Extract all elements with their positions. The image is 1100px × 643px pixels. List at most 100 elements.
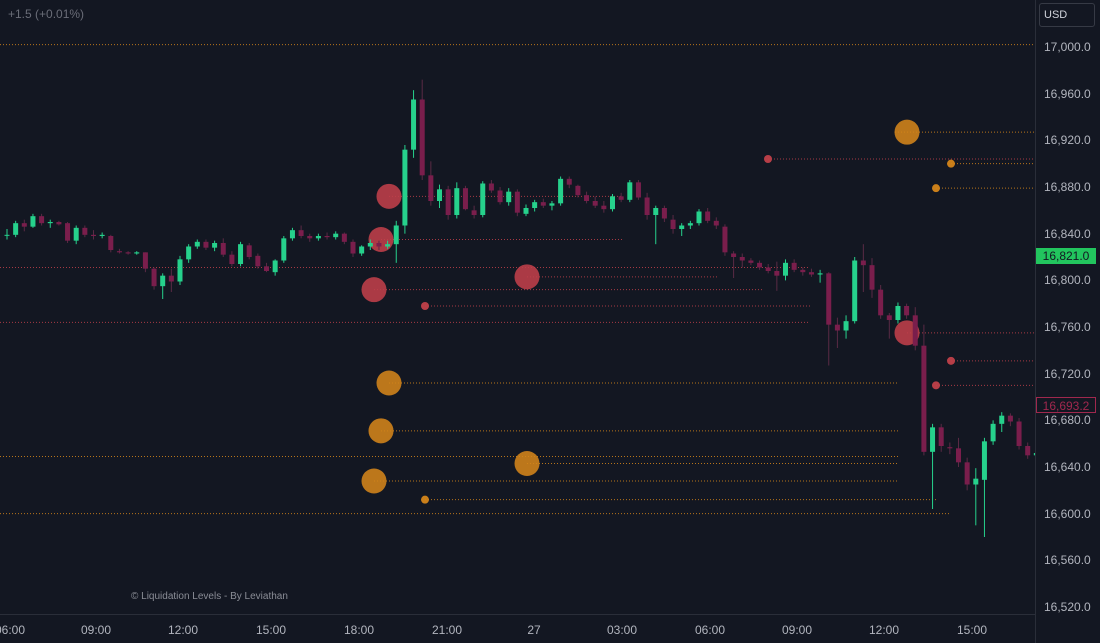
price-change-legend: +1.5 (+0.01%)	[8, 7, 85, 21]
candle-body	[886, 315, 892, 320]
currency-button[interactable]: USD	[1039, 3, 1095, 27]
candle-body	[307, 236, 313, 239]
time-tick-label: 06:00	[0, 623, 26, 637]
liquidation-bubble	[361, 468, 387, 494]
chart-area[interactable]: +1.5 (+0.01%) © Liquidation Levels - By …	[0, 0, 1035, 614]
candle-body	[437, 189, 442, 201]
candle-body	[791, 262, 797, 270]
price-tick-label: 16,760.0	[1044, 320, 1091, 335]
candle-body	[713, 220, 719, 226]
time-scale[interactable]: 06:00 09:00 12:00 15:00 18:00 21:00 27 03:00 06:…	[0, 614, 1035, 643]
price-tick-label: 16,680.0	[1044, 413, 1091, 428]
price-tick-label: 16,640.0	[1044, 460, 1091, 475]
candle-body	[540, 202, 546, 206]
candle-body	[852, 260, 858, 322]
liquidation-bubble	[368, 418, 394, 444]
candle-body	[99, 234, 105, 236]
candle-body	[990, 423, 996, 442]
candle-body	[627, 182, 633, 200]
candle-body	[584, 195, 590, 201]
candle-body	[47, 222, 53, 224]
candle-body	[800, 269, 806, 273]
candlestick-chart[interactable]	[0, 0, 1035, 614]
candle-body	[264, 266, 269, 271]
candle-body	[462, 188, 468, 210]
candle-body	[229, 254, 235, 264]
price-tick-label: 16,560.0	[1044, 553, 1091, 568]
candle-body	[506, 191, 512, 203]
liquidation-bubble	[764, 155, 772, 163]
liquidation-bubble	[361, 277, 387, 303]
candle-body	[341, 233, 347, 242]
candle-body	[497, 190, 503, 203]
candle-body	[817, 273, 823, 275]
candle-body	[39, 216, 45, 224]
candle-body	[428, 175, 434, 201]
liquidation-bubble	[421, 495, 429, 504]
candle-body	[220, 243, 226, 255]
candle-body	[73, 227, 79, 241]
current-price-badge: 16,821.0	[1036, 247, 1096, 264]
candle-body	[488, 183, 494, 191]
price-scale[interactable]: 17,000.0 16,960.0 16,920.0 16,880.0 16,840.0…	[1035, 0, 1100, 643]
time-tick-label: 18:00	[343, 623, 375, 637]
candle-body	[445, 189, 451, 215]
candle-body	[65, 223, 71, 241]
candle-body	[514, 191, 520, 213]
candle-body	[618, 196, 624, 200]
candle-body	[705, 211, 711, 221]
candle-body	[679, 225, 685, 229]
liquidation-bubble	[376, 183, 402, 209]
candle-body	[333, 233, 339, 238]
candle-body	[186, 246, 192, 260]
liquidation-bubble	[514, 264, 540, 290]
candle-body	[385, 244, 391, 247]
candle-body	[168, 275, 174, 282]
candle-body	[402, 149, 408, 226]
candle-body	[411, 99, 417, 150]
price-tick-label: 16,720.0	[1044, 366, 1091, 381]
candle-body	[895, 306, 901, 320]
indicator-watermark: © Liquidation Levels - By Leviathan	[131, 591, 288, 602]
candle-body	[843, 321, 849, 331]
candle-body	[549, 203, 555, 206]
candle-body	[289, 230, 295, 239]
candle-body	[30, 216, 36, 227]
candle-body	[419, 99, 425, 176]
price-tick-label: 16,600.0	[1044, 506, 1091, 521]
liquidation-bubble	[368, 227, 394, 252]
candle-body	[367, 243, 373, 247]
candle-body	[601, 205, 607, 210]
time-tick-label: 21:00	[431, 623, 463, 637]
candle-body	[731, 253, 737, 257]
liquidation-bubble	[894, 119, 920, 145]
candle-body	[272, 260, 278, 273]
candle-body	[566, 178, 572, 185]
candle-body	[774, 271, 780, 276]
candle-body	[359, 246, 365, 254]
candle-body	[350, 241, 356, 254]
candle-body	[592, 201, 598, 206]
liquidation-bubble	[376, 370, 402, 396]
candle-body	[108, 236, 114, 250]
candle-body	[255, 255, 261, 267]
candle-body	[1007, 415, 1013, 422]
candle-body	[298, 230, 304, 236]
candle-body	[981, 441, 987, 480]
price-tick-label: 16,840.0	[1044, 226, 1091, 241]
candle-body	[324, 236, 330, 238]
candle-body	[930, 427, 936, 452]
candle-body	[1033, 453, 1035, 456]
liquidation-bubble	[947, 356, 955, 365]
candle-body	[748, 260, 754, 263]
candle-body	[783, 262, 788, 276]
candle-body	[921, 345, 927, 452]
candle-body	[964, 462, 970, 485]
candle-body	[125, 252, 131, 254]
candle-body	[203, 241, 209, 248]
candle-body	[757, 262, 763, 268]
candle-body	[151, 268, 157, 287]
time-tick-label: 06:00	[694, 623, 726, 637]
candle-body	[999, 415, 1005, 424]
candle-body	[878, 289, 884, 316]
